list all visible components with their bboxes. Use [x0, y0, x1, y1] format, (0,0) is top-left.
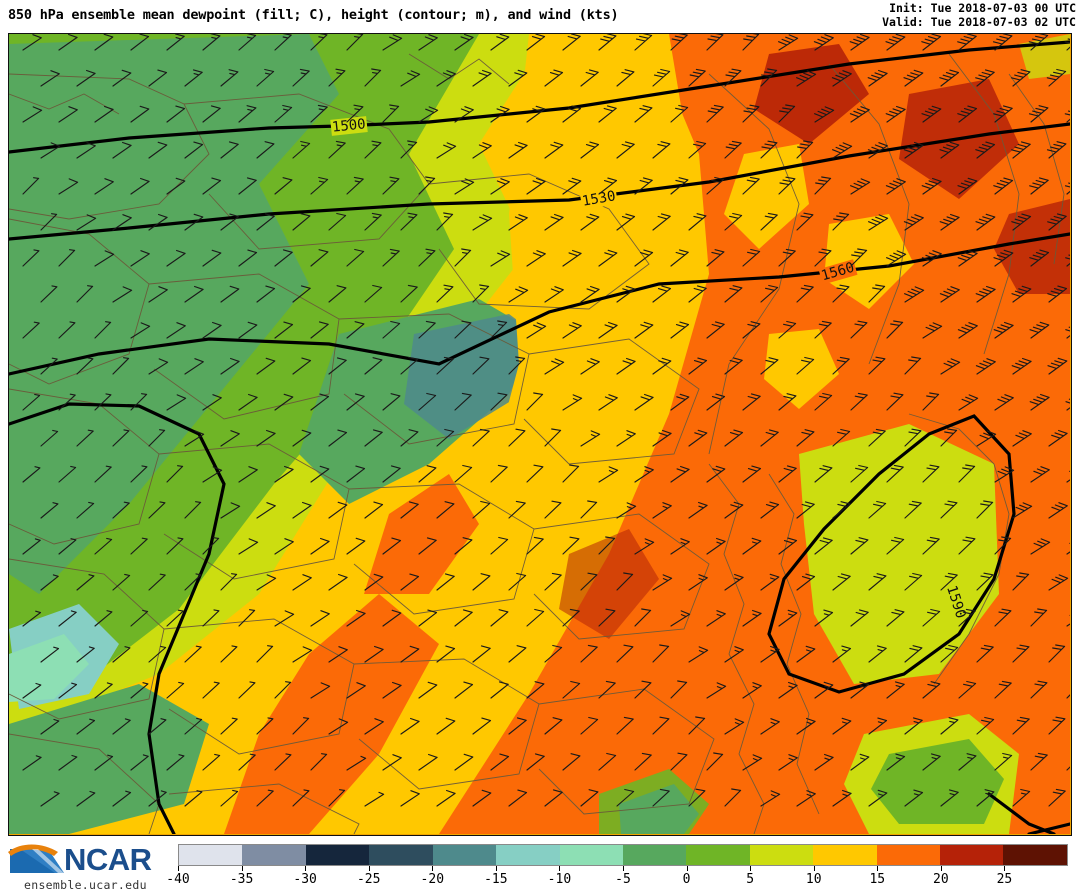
colorbar-segment [242, 845, 306, 865]
fill-streak-orange-sw [224, 594, 439, 834]
colorbar-tick-label: 20 [933, 872, 949, 887]
ncar-url: ensemble.ucar.edu [24, 878, 147, 892]
colorbar-tick-label: -20 [420, 872, 445, 887]
colorbar-tick [305, 866, 307, 871]
contour-1590-closed [767, 414, 1016, 694]
colorbar-segment [559, 845, 623, 865]
colorbar-tick-label: 15 [869, 872, 886, 887]
colorbar-swatches [178, 844, 1068, 866]
colorbar-tick-label: 25 [996, 872, 1013, 887]
contour-label: 1560 [1032, 835, 1067, 836]
fill-pocket-amber-ne [724, 144, 809, 249]
colorbar[interactable]: -40 -35 -30 -25 -20 -15 -10 -5 0 5 10 15 20 25 [166, 844, 1068, 892]
contour-1530 [9, 122, 1070, 241]
ncar-logo-mark [8, 844, 64, 873]
colorbar-tick-label: -35 [229, 872, 254, 887]
colorbar-tick-label: 0 [682, 872, 691, 887]
colorbar-tick [559, 866, 561, 871]
map-canvas [9, 34, 1070, 834]
colorbar-segment [305, 845, 370, 865]
colorbar-segment [179, 845, 243, 865]
colorbar-tick [495, 866, 497, 871]
colorbar-segment [369, 845, 433, 865]
fill-band-green [9, 34, 339, 594]
colorbar-tick [1004, 866, 1006, 871]
timestamp-block: Init: Tue 2018-07-03 00 UTC Valid: Tue 2… [882, 1, 1076, 29]
ncar-logo[interactable]: NCAR ensemble.ucar.edu [6, 842, 171, 892]
fill-core-brick-c [559, 529, 659, 639]
colorbar-segment [940, 845, 1004, 865]
colorbar-segment [622, 845, 687, 865]
colorbar-segment [813, 845, 877, 865]
colorbar-tick [241, 866, 243, 871]
footer-bar: NCAR ensemble.ucar.edu -40 -35 -30 -25 -20 -1… [0, 838, 1080, 895]
contour-1560-se2 [987, 792, 1056, 834]
colorbar-tick [750, 866, 752, 871]
colorbar-tick-label: 10 [805, 872, 822, 887]
fill-patch-teal [404, 314, 549, 439]
colorbar-tick [686, 866, 688, 871]
page-title: 850 hPa ensemble mean dewpoint (fill; C)… [8, 7, 619, 23]
colorbar-segment [876, 845, 941, 865]
colorbar-ticks: -40 -35 -30 -25 -20 -15 -10 -5 0 5 10 15 20 25 [166, 866, 1068, 892]
colorbar-tick [940, 866, 942, 871]
fill-patch-green-sw3 [619, 784, 699, 834]
colorbar-tick-label: -30 [293, 872, 317, 887]
colorbar-tick-label: -25 [356, 872, 381, 887]
colorbar-tick [432, 866, 434, 871]
colorbar-segment [749, 845, 814, 865]
colorbar-tick-label: 5 [746, 872, 755, 887]
init-time: Init: Tue 2018-07-03 00 UTC [889, 1, 1076, 15]
colorbar-segment [686, 845, 750, 865]
colorbar-tick-label: -40 [166, 872, 190, 887]
colorbar-segment [432, 845, 497, 865]
ncar-wordmark: NCAR [64, 842, 152, 877]
colorbar-tick [623, 866, 624, 871]
valid-time: Valid: Tue 2018-07-03 02 UTC [882, 15, 1076, 29]
colorbar-tick [178, 866, 179, 871]
contour-1560-se [1027, 822, 1070, 834]
colorbar-segment [1003, 845, 1067, 865]
weather-map[interactable]: 1500 1530 1560 1590 1560 [8, 33, 1072, 836]
colorbar-tick [813, 866, 815, 871]
colorbar-tick-label: -10 [547, 872, 572, 887]
header-bar: 850 hPa ensemble mean dewpoint (fill; C)… [0, 0, 1080, 33]
colorbar-tick-label: -5 [615, 872, 631, 887]
colorbar-tick [877, 866, 879, 871]
colorbar-segment [496, 845, 560, 865]
fill-band-amber [309, 34, 689, 834]
colorbar-tick-label: -15 [484, 872, 508, 887]
colorbar-tick [368, 866, 370, 871]
